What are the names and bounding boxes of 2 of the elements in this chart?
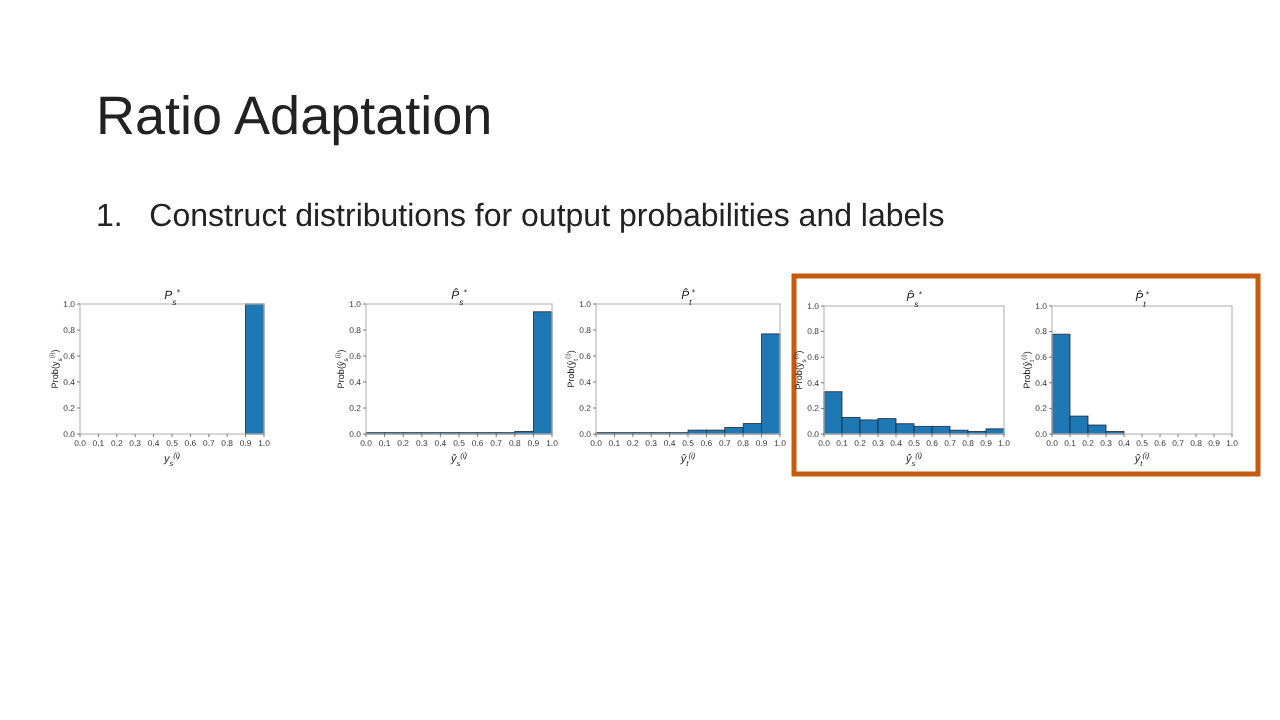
text: 1. Construct distributions for output probabilities and labels (96, 200, 945, 234)
text: Ratio Adaptation (96, 86, 493, 146)
